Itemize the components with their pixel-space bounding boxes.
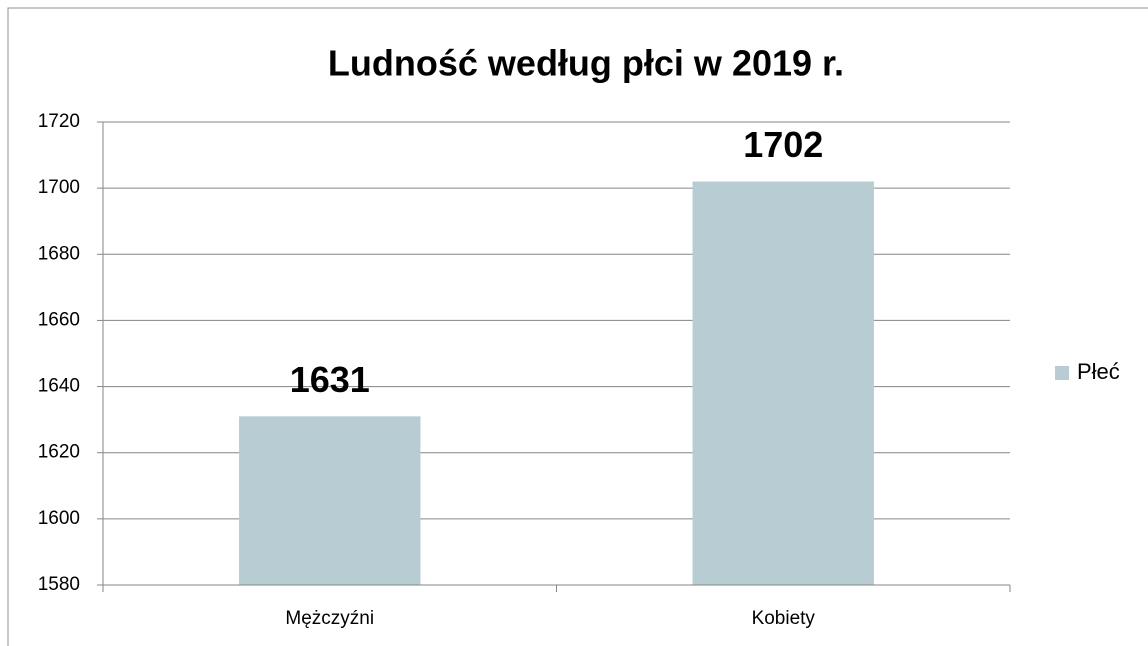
y-tick-label: 1580 bbox=[38, 574, 80, 595]
legend-label: Płeć bbox=[1077, 359, 1120, 384]
x-tick-label: Mężczyźni bbox=[285, 608, 374, 629]
chart-title: Ludność według płci w 2019 r. bbox=[328, 43, 844, 84]
data-label: 1702 bbox=[743, 124, 823, 165]
chart-border bbox=[7, 7, 1148, 646]
y-tick-label: 1680 bbox=[38, 243, 80, 264]
bar bbox=[239, 416, 421, 585]
y-tick-label: 1660 bbox=[38, 309, 80, 330]
y-tick-label: 1640 bbox=[38, 376, 80, 397]
data-label: 1631 bbox=[290, 359, 370, 400]
y-tick-label: 1720 bbox=[38, 111, 80, 132]
y-tick-label: 1700 bbox=[38, 177, 80, 198]
x-tick-label: Kobiety bbox=[752, 608, 816, 629]
y-tick-label: 1620 bbox=[38, 442, 80, 463]
bar bbox=[692, 181, 874, 585]
y-tick-label: 1600 bbox=[38, 508, 80, 529]
legend-swatch bbox=[1055, 366, 1069, 380]
